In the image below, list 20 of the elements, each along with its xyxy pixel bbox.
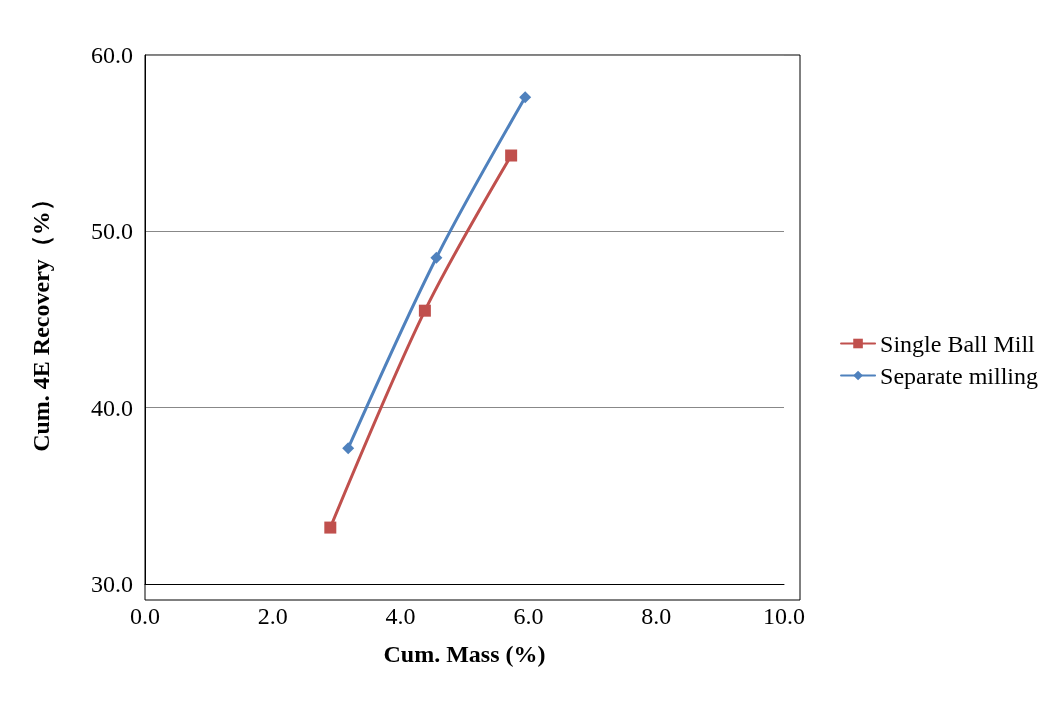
- y-axis-title: Cum. 4E Recovery（%）: [28, 187, 54, 452]
- point: [342, 442, 355, 455]
- y-tick-label: 50.0: [91, 218, 133, 245]
- legend-label: Single Ball Mill: [880, 330, 1036, 357]
- point: [418, 304, 431, 317]
- point: [505, 149, 518, 162]
- point: [430, 251, 443, 264]
- legend-label: Separate milling: [880, 362, 1039, 389]
- x-tick-label: 0.0: [130, 603, 160, 629]
- x-tick-label: 2.0: [257, 603, 288, 629]
- y-tick-label: 40.0: [91, 394, 133, 421]
- x-axis-title: Cum. Mass (%): [383, 641, 546, 667]
- x-tick-label: 6.0: [513, 603, 544, 629]
- point: [324, 521, 337, 534]
- point: [519, 91, 532, 104]
- y-tick-label: 60.0: [91, 42, 133, 68]
- x-tick-label: 10.0: [763, 603, 805, 629]
- y-tick-label: 30.0: [91, 571, 133, 597]
- x-tick-label: 4.0: [385, 603, 416, 629]
- x-tick-label: 8.0: [641, 603, 672, 629]
